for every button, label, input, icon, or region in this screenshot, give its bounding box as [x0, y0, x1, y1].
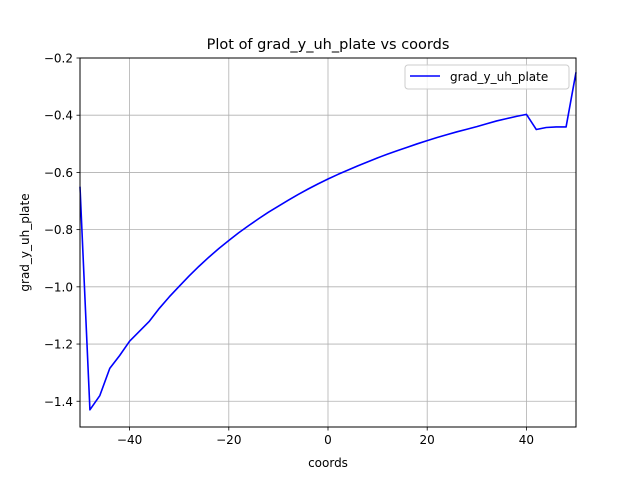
- y-tick-label: −1.2: [44, 338, 73, 352]
- legend-label: grad_y_uh_plate: [450, 70, 548, 84]
- y-tick-label: −1.4: [44, 395, 73, 409]
- x-axis-label: coords: [308, 456, 348, 470]
- y-tick-label: −1.0: [44, 280, 73, 294]
- x-tick-label: 20: [420, 433, 435, 447]
- series-line: [79, 72, 577, 411]
- x-tick-label: 40: [519, 433, 534, 447]
- legend-box: [404, 64, 570, 90]
- tick-labels: −40 −20 0 20 40 −1.4 −1.2 −1.0 −0.8 −0.6 −0.4 −0.2: [44, 52, 534, 448]
- y-tick-label: −0.6: [44, 166, 73, 180]
- series-layer: [79, 72, 577, 411]
- y-axis-label: grad_y_uh_plate: [18, 193, 32, 291]
- grid-lines: [80, 57, 576, 427]
- y-tick-label: −0.4: [44, 109, 73, 123]
- legend: grad_y_uh_plate: [404, 64, 570, 90]
- chart-title: Plot of grad_y_uh_plate vs coords: [207, 37, 450, 53]
- x-tick-label: −40: [117, 433, 142, 447]
- y-tick-label: −0.8: [44, 223, 73, 237]
- x-tick-label: −20: [216, 433, 241, 447]
- tick-marks: [76, 57, 527, 431]
- x-tick-label: 0: [324, 433, 332, 447]
- y-tick-label: −0.2: [44, 52, 73, 66]
